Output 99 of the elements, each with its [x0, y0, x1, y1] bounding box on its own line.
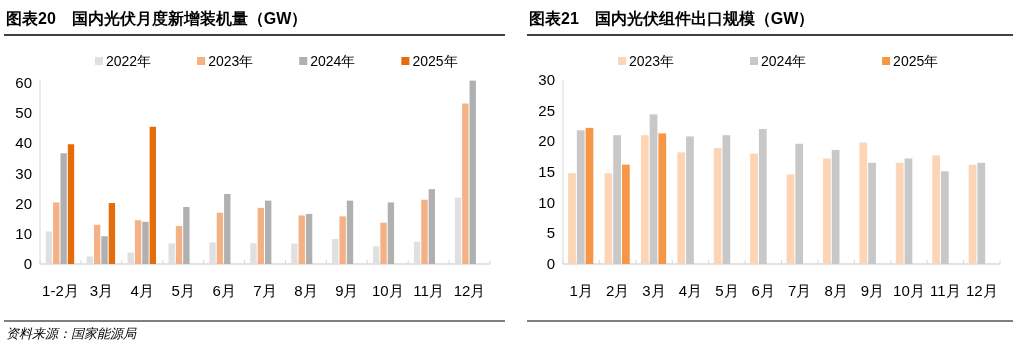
x-tick-label: 11月 [930, 282, 961, 299]
y-tick-label: 60 [15, 74, 32, 92]
bar [257, 207, 264, 264]
bar [380, 222, 387, 264]
x-tick-label: 7月 [253, 282, 277, 299]
x-tick-label: 1-2月 [42, 282, 79, 299]
bar [101, 236, 108, 264]
y-tick-label: 40 [15, 134, 32, 152]
x-tick-label: 9月 [860, 282, 885, 299]
bar [613, 135, 621, 264]
bar [568, 173, 576, 264]
text: 资料来源：国家能源局 [6, 326, 137, 341]
bar [576, 130, 585, 264]
bar [175, 225, 183, 264]
x-tick-label: 12月 [453, 282, 486, 299]
bar [904, 158, 913, 264]
bar [649, 114, 658, 264]
bar [339, 216, 346, 264]
x-tick-label: 12月 [965, 282, 998, 299]
legend-label: 2023年 [629, 53, 675, 69]
y-tick-label: 20 [538, 132, 555, 150]
bar [149, 126, 156, 264]
y-tick-label: 10 [15, 224, 32, 242]
bar [67, 144, 75, 264]
y-tick-label: 25 [538, 101, 555, 119]
bar [713, 148, 722, 264]
bar [977, 162, 986, 264]
legend-label: 2025年 [412, 53, 458, 69]
bar [183, 206, 190, 264]
y-tick-label: 30 [538, 71, 555, 88]
bar [298, 215, 305, 264]
bar [421, 199, 428, 264]
x-tick-label: 6月 [212, 282, 236, 299]
bar [94, 224, 101, 264]
bar [859, 142, 868, 264]
bar [932, 155, 941, 264]
bar [469, 80, 476, 264]
bar [346, 200, 354, 264]
bar [795, 143, 804, 264]
bar [722, 135, 731, 264]
y-tick-label: 15 [538, 163, 555, 180]
x-tick-label: 4月 [130, 282, 154, 299]
x-tick-label: 10月 [893, 282, 925, 299]
x-tick-label: 1月 [569, 282, 593, 299]
x-tick-label: 5月 [171, 282, 195, 299]
x-tick-label: 6月 [751, 282, 775, 299]
bar [868, 162, 876, 264]
legend-label: 2025年 [893, 53, 939, 69]
x-tick-label: 5月 [715, 282, 739, 299]
bar [604, 173, 613, 264]
bar [60, 153, 67, 264]
legend-label: 2024年 [761, 53, 807, 69]
bar [224, 194, 231, 264]
y-tick-label: 50 [15, 104, 32, 122]
bar [387, 202, 395, 264]
bar [622, 164, 630, 264]
chart-title: 图表20 国内光伏月度新增装机量（GW） [6, 9, 308, 28]
legend-label: 2022年 [106, 53, 152, 69]
bar [968, 164, 977, 264]
legend-label: 2024年 [310, 53, 356, 69]
x-tick-label: 7月 [788, 282, 812, 299]
bar [758, 129, 767, 264]
bar [823, 158, 831, 264]
x-tick-label: 10月 [371, 282, 404, 299]
x-tick-label: 4月 [678, 282, 703, 299]
bar [134, 220, 142, 264]
bar [786, 174, 795, 264]
chart-title: 图表21 国内光伏组件出口规模（GW） [529, 10, 815, 28]
bar [108, 203, 116, 264]
bar [53, 202, 60, 264]
bar [640, 135, 649, 264]
bar [831, 149, 840, 264]
bar [265, 200, 272, 264]
x-tick-label: 11月 [413, 282, 444, 299]
y-tick-label: 0 [546, 255, 555, 272]
bar [658, 133, 667, 264]
bar [941, 171, 949, 264]
x-tick-label: 3月 [89, 282, 114, 299]
bar [895, 162, 904, 264]
bar [428, 189, 435, 264]
y-tick-label: 10 [538, 193, 555, 211]
x-tick-label: 8月 [294, 282, 318, 299]
legend-label: 2023年 [208, 53, 254, 69]
y-tick-label: 0 [23, 255, 32, 272]
bar [686, 136, 694, 264]
bar [677, 152, 686, 264]
bar [462, 103, 469, 264]
bar [305, 213, 313, 264]
bar [750, 153, 758, 264]
x-tick-label: 2月 [605, 282, 630, 299]
y-tick-label: 20 [15, 194, 32, 212]
x-tick-label: 3月 [642, 282, 666, 299]
y-tick-label: 5 [546, 224, 555, 242]
x-tick-label: 9月 [335, 282, 359, 299]
y-tick-label: 30 [15, 164, 32, 182]
bar [142, 221, 149, 264]
bar [585, 127, 594, 264]
bar [216, 212, 224, 264]
x-tick-label: 8月 [824, 282, 848, 299]
